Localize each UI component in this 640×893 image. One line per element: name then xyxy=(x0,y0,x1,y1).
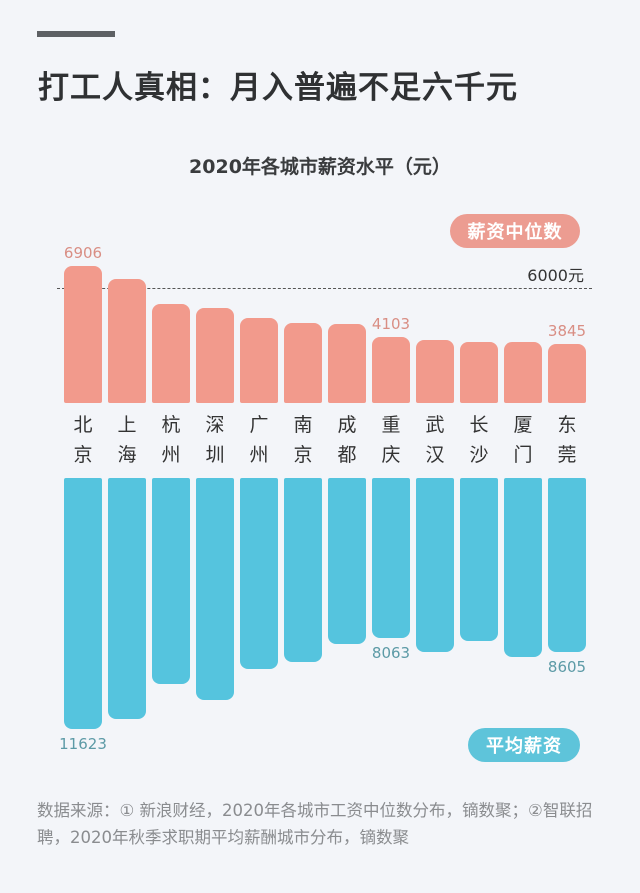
median-bar xyxy=(548,343,586,403)
average-value-label: 8063 xyxy=(371,644,411,663)
median-value-label: 6906 xyxy=(63,243,103,262)
reference-line-label: 6000元 xyxy=(527,266,584,285)
city-label: 武汉 xyxy=(425,414,445,466)
median-bar xyxy=(64,265,102,403)
top-accent-bar xyxy=(37,31,115,37)
average-bar xyxy=(548,478,586,652)
city-label: 南京 xyxy=(293,414,313,466)
average-bar xyxy=(64,478,102,730)
city-label: 北京 xyxy=(73,414,93,466)
median-bar xyxy=(416,340,454,403)
city-label: 厦门 xyxy=(513,414,533,466)
average-bar xyxy=(196,478,234,701)
city-label: 上海 xyxy=(117,414,137,466)
median-bar xyxy=(284,323,322,403)
median-value-label: 3845 xyxy=(547,321,587,340)
average-bar xyxy=(372,478,410,639)
average-value-label: 8605 xyxy=(547,657,587,676)
city-label: 重庆 xyxy=(381,414,401,466)
city-label: 成都 xyxy=(337,414,357,466)
average-bar xyxy=(240,478,278,669)
median-bar xyxy=(240,318,278,403)
median-bar xyxy=(152,304,190,403)
data-source-note: 数据来源：① 新浪财经，2020年各城市工资中位数分布，镝数聚；②智联招聘，20… xyxy=(37,801,593,847)
average-bar xyxy=(108,478,146,720)
average-bar xyxy=(504,478,542,657)
city-label: 杭州 xyxy=(161,414,181,466)
median-bar xyxy=(504,342,542,403)
average-bar xyxy=(152,478,190,685)
city-label: 广州 xyxy=(249,414,269,466)
city-label: 深圳 xyxy=(205,414,225,466)
median-bar xyxy=(108,279,146,403)
median-bar xyxy=(460,342,498,403)
median-bar xyxy=(328,324,366,403)
median-value-label: 4103 xyxy=(371,315,411,334)
average-bar xyxy=(416,478,454,653)
average-bar xyxy=(284,478,322,663)
average-value-label: 11623 xyxy=(59,735,107,754)
city-label: 长沙 xyxy=(469,414,489,466)
average-bar xyxy=(460,478,498,642)
median-bar xyxy=(372,337,410,403)
city-label: 东莞 xyxy=(557,414,577,466)
chart-title: 2020年各城市薪资水平（元） xyxy=(189,156,451,178)
reference-line-6000 xyxy=(57,288,592,289)
average-bar xyxy=(328,478,366,644)
legend-average: 平均薪资 xyxy=(468,728,580,762)
page-title: 打工人真相：月入普遍不足六千元 xyxy=(38,70,518,106)
median-bar xyxy=(196,308,234,403)
legend-median: 薪资中位数 xyxy=(450,214,580,248)
